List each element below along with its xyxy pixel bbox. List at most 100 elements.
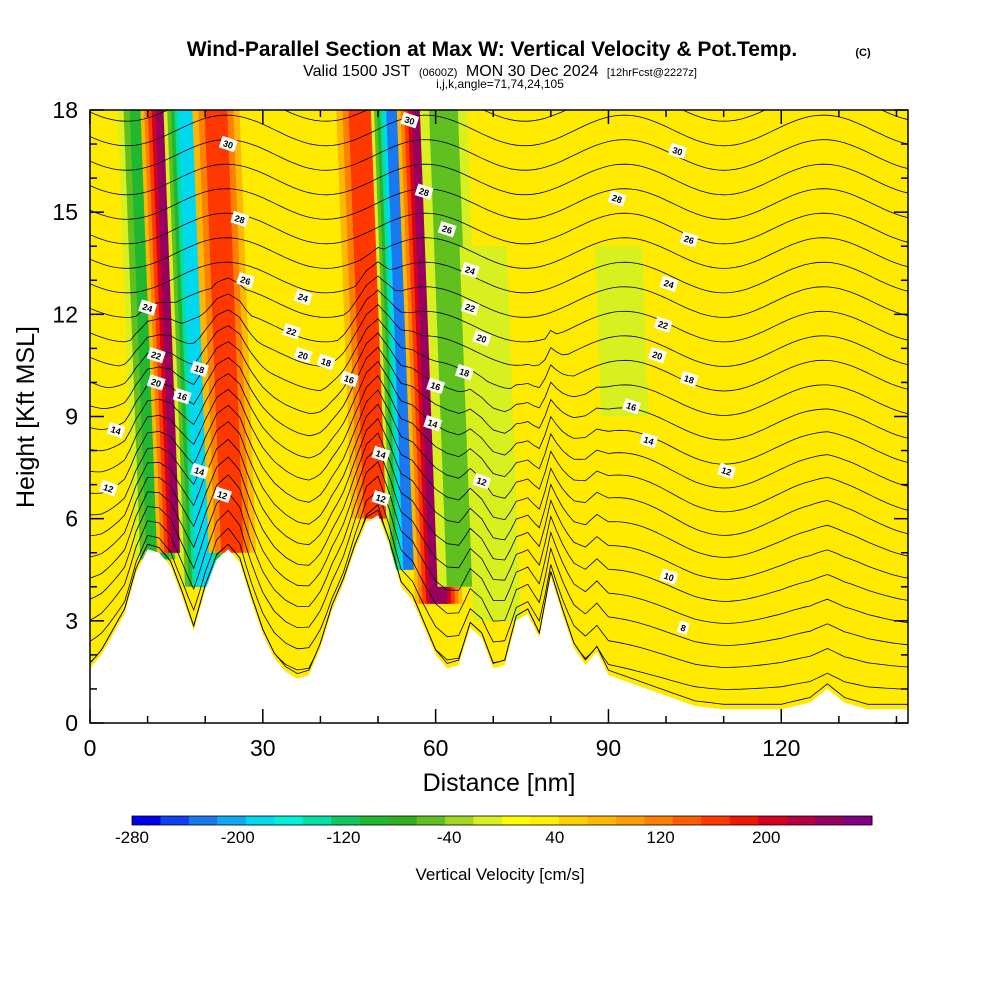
contour-label-bg-21 <box>460 299 480 316</box>
x-tick-label-0: 0 <box>84 735 97 761</box>
isentrope-line-19 <box>90 237 908 269</box>
isentrope-line-3 <box>90 475 908 646</box>
colorbar-tick-0: -280 <box>115 828 149 847</box>
contour-label-39: 10 <box>662 571 675 584</box>
x-tick-label-120: 120 <box>762 735 800 761</box>
y-tick-label-15: 15 <box>52 199 78 225</box>
valid-time-line: Valid 1500 JST (0600Z) MON 30 Dec 2024 [… <box>303 63 697 80</box>
colorbar-swatch-12 <box>473 816 503 825</box>
contour-label-bg-2 <box>236 272 255 289</box>
colorbar-tick-3: -40 <box>437 828 462 847</box>
contour-label-13: 14 <box>109 424 122 437</box>
contour-label-35: 18 <box>683 373 696 386</box>
contour-label-8: 20 <box>297 349 310 362</box>
contour-label-bg-16 <box>213 486 232 504</box>
isentrope-line-9 <box>90 389 908 513</box>
contour-label-bg-6 <box>282 323 302 340</box>
contour-label-bg-34 <box>647 347 667 364</box>
colorbar-swatch-25 <box>843 816 873 825</box>
colorbar-swatch-1 <box>160 816 190 825</box>
terrain-mask <box>90 515 908 723</box>
contour-label-21: 22 <box>464 302 477 315</box>
isentrope-line-12 <box>90 346 908 441</box>
colorbar-swatch-3 <box>217 816 247 825</box>
isentrope-line-22 <box>90 163 908 196</box>
contour-label-bg-40 <box>676 620 690 635</box>
x-tick-label-90: 90 <box>596 735 622 761</box>
isentrope-line-6 <box>90 432 908 580</box>
contour-label-40: 8 <box>679 623 687 634</box>
contour-label-33: 22 <box>657 319 670 332</box>
contour-label-bg-9 <box>189 360 209 378</box>
y-tick-label-6: 6 <box>65 506 78 532</box>
contour-label-22: 20 <box>475 332 488 345</box>
contour-label-bg-26 <box>371 445 391 463</box>
y-axis-label: Height [Kft MSL] <box>12 326 40 508</box>
colorbar-swatch-0 <box>132 816 161 825</box>
isentrope-line-20 <box>90 212 908 245</box>
isentrope-line-15 <box>90 303 908 367</box>
contour-label-25: 14 <box>426 417 439 430</box>
contour-label-bg-7 <box>146 374 166 391</box>
contour-label-38: 12 <box>720 465 733 478</box>
isentrope-line-17 <box>90 275 908 318</box>
contour-label-26: 14 <box>374 448 387 461</box>
contour-label-bg-39 <box>659 568 679 585</box>
contour-label-bg-12 <box>339 370 359 388</box>
contour-label-bg-35 <box>679 370 699 388</box>
contour-label-16: 12 <box>216 489 229 502</box>
contour-label-bg-4 <box>293 289 313 306</box>
colorbar-swatch-2 <box>188 816 218 825</box>
colorbar-label: Vertical Velocity [cm/s] <box>415 865 584 884</box>
isentrope-line-24 <box>90 114 908 147</box>
contour-label-bg-30 <box>607 190 627 207</box>
valid-utc: (0600Z) <box>419 67 458 79</box>
contour-label-11: 16 <box>176 390 189 403</box>
contour-label-bg-38 <box>717 462 737 480</box>
velocity-band-9-level-0 <box>594 246 649 417</box>
contour-labels: 30 28 26 24 24 22 22 20 20 18 18 16 16 14 14 12 12 30 28 26… <box>98 112 737 635</box>
forecast-info: [12hrFcst@2227z] <box>607 67 697 79</box>
y-tick-label-18: 18 <box>52 97 78 123</box>
contour-label-bg-8 <box>293 347 313 364</box>
colorbar-swatch-21 <box>729 816 759 825</box>
contour-label-31: 26 <box>683 234 696 247</box>
chart-title: Wind-Parallel Section at Max W: Vertical… <box>187 38 798 61</box>
contour-label-20: 24 <box>464 264 477 277</box>
contour-label-15: 12 <box>102 482 115 495</box>
colorbar-swatch-18 <box>644 816 674 825</box>
colorbar <box>131 815 873 826</box>
contour-label-bg-11 <box>172 387 192 405</box>
contour-label-10: 18 <box>320 356 333 369</box>
contour-label-3: 24 <box>141 302 154 315</box>
contour-label-6: 22 <box>285 326 298 339</box>
contour-label-bg-25 <box>423 415 443 432</box>
contour-label-19: 26 <box>441 223 454 236</box>
contour-label-37: 14 <box>642 435 655 448</box>
contour-label-1: 28 <box>233 213 246 226</box>
contour-label-14: 14 <box>193 465 206 478</box>
contour-label-27: 12 <box>374 492 387 505</box>
contour-label-bg-20 <box>460 261 480 279</box>
contour-label-bg-17 <box>400 112 420 129</box>
contour-label-bg-14 <box>189 462 209 480</box>
potential-temperature-contours <box>90 110 908 705</box>
colorbar-swatch-19 <box>672 816 702 825</box>
contour-label-0: 30 <box>222 138 235 151</box>
isentrope-line-2 <box>90 489 908 668</box>
colorbar-swatch-5 <box>274 816 304 825</box>
colorbar-swatch-8 <box>359 816 389 825</box>
colorbar-swatch-14 <box>530 816 560 825</box>
contour-label-28: 12 <box>475 475 488 488</box>
isentrope-line-13 <box>90 332 908 416</box>
colorbar-swatch-20 <box>701 816 731 825</box>
contour-label-bg-36 <box>622 398 641 415</box>
isentrope-line-21 <box>90 188 908 220</box>
contour-label-17: 30 <box>403 114 416 127</box>
colorbar-swatch-11 <box>445 816 475 825</box>
contour-label-bg-31 <box>679 231 699 248</box>
contour-label-bg-37 <box>639 432 659 449</box>
contour-label-bg-1 <box>230 210 250 228</box>
contour-label-bg-22 <box>472 329 492 347</box>
y-tick-label-9: 9 <box>65 404 78 430</box>
